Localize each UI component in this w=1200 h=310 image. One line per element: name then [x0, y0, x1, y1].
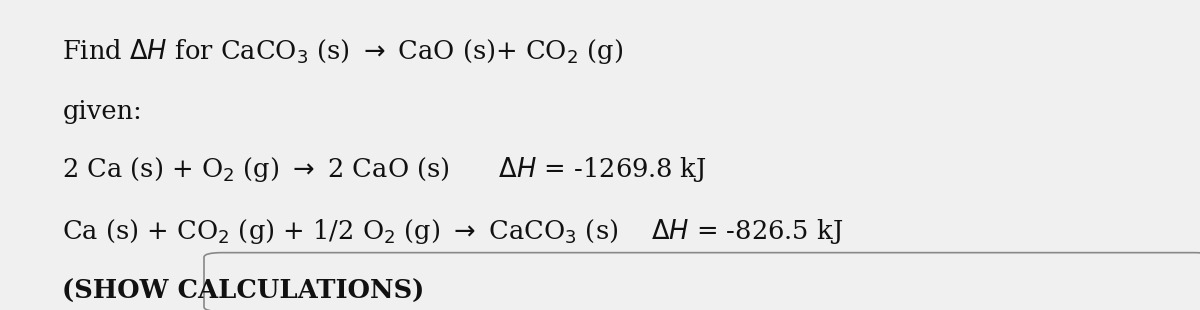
Text: (SHOW CALCULATIONS): (SHOW CALCULATIONS): [62, 279, 425, 304]
Text: given:: given:: [62, 99, 142, 124]
FancyBboxPatch shape: [204, 253, 1200, 310]
Text: Find $\Delta H$ for CaCO$_3$ (s) $\rightarrow$ CaO (s)+ CO$_2$ (g): Find $\Delta H$ for CaCO$_3$ (s) $\right…: [62, 37, 624, 66]
Text: Ca (s) + CO$_2$ (g) + 1/2 O$_2$ (g) $\rightarrow$ CaCO$_3$ (s)    $\Delta H$ = -: Ca (s) + CO$_2$ (g) + 1/2 O$_2$ (g) $\ri…: [62, 217, 844, 246]
Text: 2 Ca (s) + O$_2$ (g) $\rightarrow$ 2 CaO (s)      $\Delta H$ = -1269.8 kJ: 2 Ca (s) + O$_2$ (g) $\rightarrow$ 2 CaO…: [62, 155, 707, 184]
